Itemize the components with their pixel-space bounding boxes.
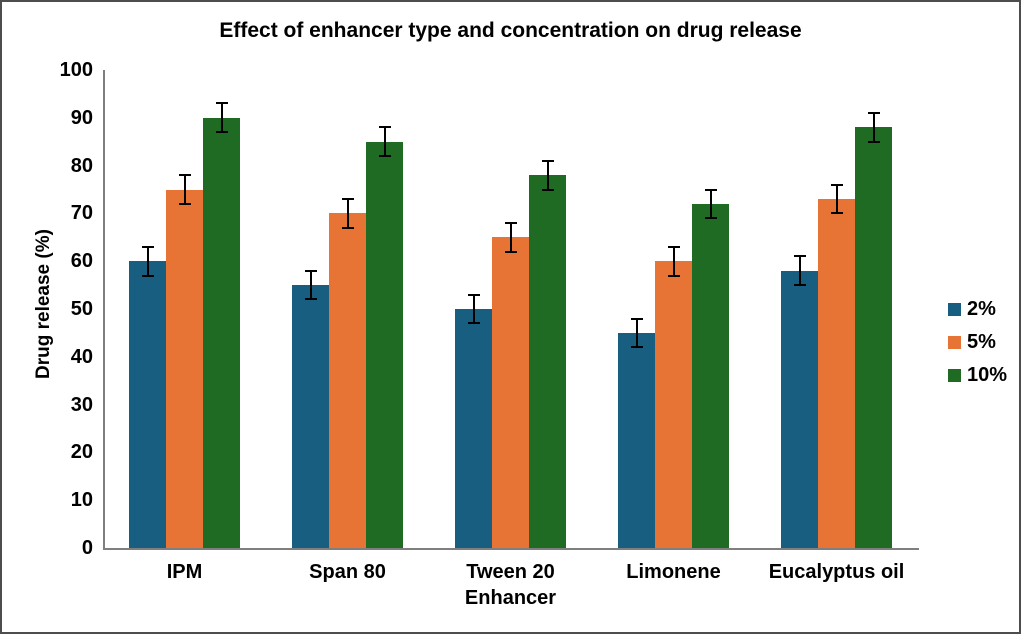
error-bar-ipm-5pct-cap-bottom bbox=[178, 202, 191, 205]
error-bar-tween-20-10pct-cap-top bbox=[541, 159, 554, 162]
bar-tween-20-5pct bbox=[492, 237, 529, 548]
error-bar-span-80-10pct bbox=[383, 127, 386, 157]
error-bar-eucalyptus-oil-5pct-cap-bottom bbox=[830, 212, 843, 215]
error-bar-limonene-5pct-cap-bottom bbox=[667, 274, 680, 277]
error-bar-span-80-2pct bbox=[309, 270, 312, 300]
error-bar-tween-20-10pct bbox=[546, 160, 549, 190]
error-bar-span-80-5pct-cap-bottom bbox=[341, 226, 354, 229]
x-category-label-ipm: IPM bbox=[166, 561, 203, 583]
error-bar-limonene-2pct-cap-top bbox=[630, 317, 643, 320]
error-bar-tween-20-2pct-cap-top bbox=[467, 293, 480, 296]
error-bar-limonene-2pct bbox=[635, 318, 638, 348]
legend-item-2pct: 2% bbox=[948, 296, 1007, 322]
y-tick-label-10: 10 bbox=[70, 489, 93, 512]
y-tick-label-80: 80 bbox=[70, 154, 93, 177]
error-bar-ipm-5pct-cap-top bbox=[178, 174, 191, 177]
y-tick-label-100: 100 bbox=[59, 59, 93, 81]
error-bar-ipm-2pct-cap-top bbox=[141, 245, 154, 248]
error-bar-span-80-10pct-cap-bottom bbox=[378, 155, 391, 158]
error-bar-ipm-2pct-cap-bottom bbox=[141, 274, 154, 277]
error-bar-limonene-5pct-cap-top bbox=[667, 245, 680, 248]
x-category-label-eucalyptus-oil: Eucalyptus oil bbox=[768, 561, 905, 583]
legend-label-10pct: 10% bbox=[967, 363, 1008, 386]
y-tick-label-20: 20 bbox=[70, 441, 93, 464]
error-bar-ipm-5pct bbox=[183, 175, 186, 204]
error-bar-eucalyptus-oil-5pct bbox=[835, 184, 838, 214]
x-axis-title: Enhancer bbox=[464, 587, 557, 609]
legend-label-5pct: 5% bbox=[967, 330, 996, 353]
error-bar-span-80-10pct-cap-top bbox=[378, 126, 391, 129]
bar-ipm-10pct bbox=[203, 117, 240, 548]
error-bar-span-80-2pct-cap-bottom bbox=[304, 298, 317, 301]
y-tick-label-40: 40 bbox=[70, 345, 93, 368]
error-bar-tween-20-5pct-cap-top bbox=[504, 221, 517, 224]
error-bar-limonene-5pct bbox=[672, 246, 675, 276]
bar-eucalyptus-oil-10pct bbox=[855, 127, 892, 548]
bar-ipm-5pct bbox=[166, 189, 203, 548]
error-bar-eucalyptus-oil-10pct-cap-bottom bbox=[867, 140, 880, 143]
legend-label-2pct: 2% bbox=[967, 297, 996, 320]
bar-eucalyptus-oil-5pct bbox=[818, 199, 855, 548]
error-bar-limonene-10pct bbox=[709, 189, 712, 219]
error-bar-span-80-5pct bbox=[346, 199, 349, 228]
legend-item-5pct: 5% bbox=[948, 329, 1007, 355]
bar-span-80-10pct bbox=[366, 141, 403, 548]
error-bar-eucalyptus-oil-2pct bbox=[798, 256, 801, 286]
y-tick-label-0: 0 bbox=[81, 537, 93, 559]
chart-title: Effect of enhancer type and concentratio… bbox=[219, 19, 802, 42]
error-bar-tween-20-5pct bbox=[509, 222, 512, 252]
error-bar-ipm-10pct bbox=[220, 103, 223, 133]
error-bar-tween-20-2pct bbox=[472, 294, 475, 324]
legend-item-10pct: 10% bbox=[948, 362, 1007, 388]
error-bar-eucalyptus-oil-5pct-cap-top bbox=[830, 183, 843, 186]
y-tick-label-50: 50 bbox=[70, 298, 93, 320]
bar-tween-20-2pct bbox=[455, 309, 492, 548]
bar-tween-20-10pct bbox=[529, 175, 566, 548]
y-tick-label-90: 90 bbox=[70, 106, 93, 129]
y-tick-label-60: 60 bbox=[70, 250, 93, 273]
error-bar-ipm-10pct-cap-top bbox=[215, 102, 228, 105]
bar-limonene-5pct bbox=[655, 261, 692, 548]
error-bar-eucalyptus-oil-2pct-cap-top bbox=[793, 255, 806, 258]
bar-span-80-5pct bbox=[329, 213, 366, 548]
error-bar-tween-20-2pct-cap-bottom bbox=[467, 322, 480, 325]
y-tick-label-70: 70 bbox=[70, 202, 93, 225]
x-category-label-limonene: Limonene bbox=[626, 561, 721, 583]
x-category-label-span-80: Span 80 bbox=[309, 561, 386, 583]
error-bar-limonene-10pct-cap-bottom bbox=[704, 217, 717, 220]
error-bar-limonene-2pct-cap-bottom bbox=[630, 346, 643, 349]
y-tick-label-30: 30 bbox=[70, 393, 93, 416]
error-bar-tween-20-10pct-cap-bottom bbox=[541, 188, 554, 191]
legend: 2% 5% 10% bbox=[948, 296, 1007, 388]
error-bar-span-80-5pct-cap-top bbox=[341, 198, 354, 201]
bar-span-80-2pct bbox=[292, 285, 329, 548]
bar-limonene-10pct bbox=[692, 203, 729, 548]
x-category-label-tween-20: Tween 20 bbox=[466, 561, 555, 583]
legend-swatch-2pct bbox=[948, 302, 961, 316]
bar-ipm-2pct bbox=[129, 261, 166, 548]
error-bar-eucalyptus-oil-10pct-cap-top bbox=[867, 112, 880, 115]
error-bar-eucalyptus-oil-10pct bbox=[872, 113, 875, 142]
bar-eucalyptus-oil-2pct bbox=[781, 270, 818, 548]
error-bar-tween-20-5pct-cap-bottom bbox=[504, 250, 517, 253]
y-axis-line bbox=[103, 70, 105, 550]
error-bar-eucalyptus-oil-2pct-cap-bottom bbox=[793, 284, 806, 287]
bar-limonene-2pct bbox=[618, 332, 655, 548]
error-bar-span-80-2pct-cap-top bbox=[304, 269, 317, 272]
error-bar-limonene-10pct-cap-top bbox=[704, 188, 717, 191]
error-bar-ipm-10pct-cap-bottom bbox=[215, 131, 228, 134]
legend-swatch-5pct bbox=[948, 335, 961, 349]
legend-swatch-10pct bbox=[948, 368, 961, 382]
error-bar-ipm-2pct bbox=[146, 246, 149, 276]
x-axis-line bbox=[103, 548, 919, 550]
